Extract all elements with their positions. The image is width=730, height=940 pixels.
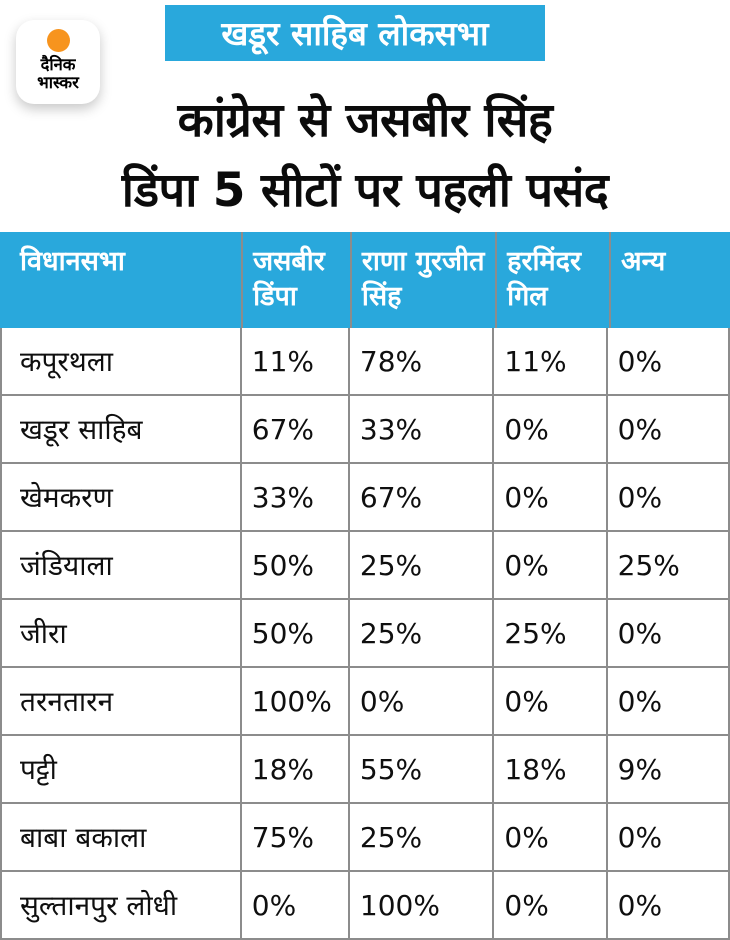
table-row: पट्टी 18% 55% 18% 9% — [2, 736, 728, 804]
value-cell: 0% — [494, 532, 608, 598]
value-cell: 50% — [242, 600, 350, 666]
row-label-cell: जीरा — [2, 600, 242, 666]
constituency-badge-label: खडूर साहिब लोकसभा — [221, 13, 489, 53]
value-cell: 11% — [494, 328, 608, 394]
row-label-cell: सुल्तानपुर लोधी — [2, 872, 242, 938]
table-row: कपूरथला 11% 78% 11% 0% — [2, 328, 728, 396]
row-label-cell: पट्टी — [2, 736, 242, 802]
headline-line1: कांग्रेस से जसबीर सिंह — [177, 93, 553, 148]
value-cell: 78% — [350, 328, 495, 394]
value-cell: 67% — [350, 464, 495, 530]
constituency-badge: खडूर साहिब लोकसभा — [165, 5, 545, 61]
value-cell: 75% — [242, 804, 350, 870]
value-cell: 0% — [242, 872, 350, 938]
value-cell: 0% — [494, 396, 608, 462]
row-label-cell: खडूर साहिब — [2, 396, 242, 462]
table-row: बाबा बकाला 75% 25% 0% 0% — [2, 804, 728, 872]
brand-name-line2: भास्कर — [37, 73, 79, 93]
row-label-cell: जंडियाला — [2, 532, 242, 598]
table-header-row: विधानसभा जसबीर डिंपा राणा गुरजीत सिंह हरमिं… — [0, 232, 730, 328]
value-cell: 11% — [242, 328, 350, 394]
page-title: कांग्रेस से जसबीर सिंह डिंपा 5 सीटों पर … — [0, 86, 730, 226]
header-cell: राणा गुरजीत सिंह — [352, 232, 498, 328]
value-cell: 25% — [350, 532, 495, 598]
value-cell: 9% — [617, 752, 663, 786]
value-cell: 25% — [350, 600, 495, 666]
value-cell: 0% — [617, 344, 663, 378]
value-cell: 100% — [350, 872, 495, 938]
value-cell: 0% — [617, 684, 663, 718]
table-body: कपूरथला 11% 78% 11% 0% खडूर साहिब 67% 33% 0% 0% खे… — [0, 328, 730, 940]
table-row: खडूर साहिब 67% 33% 0% 0% — [2, 396, 728, 464]
headline-line2: डिंपा 5 सीटों पर पहली पसंद — [121, 163, 609, 218]
table-row: सुल्तानपुर लोधी 0% 100% 0% 0% — [2, 872, 728, 940]
row-label-cell: खेमकरण — [2, 464, 242, 530]
value-cell: 0% — [617, 888, 663, 922]
poll-results-table: विधानसभा जसबीर डिंपा राणा गुरजीत सिंह हरमिं… — [0, 232, 730, 940]
value-cell: 0% — [617, 480, 663, 514]
value-cell: 55% — [350, 736, 495, 802]
row-label-cell: बाबा बकाला — [2, 804, 242, 870]
sun-icon — [46, 29, 70, 52]
dainik-bhaskar-logo: दैनिक भास्कर — [16, 20, 100, 104]
value-cell: 18% — [242, 736, 350, 802]
value-cell: 25% — [617, 548, 680, 582]
value-cell: 0% — [350, 668, 495, 734]
value-cell: 33% — [242, 464, 350, 530]
header-cell: अन्य — [620, 246, 666, 277]
value-cell: 18% — [494, 736, 608, 802]
table-row: जीरा 50% 25% 25% 0% — [2, 600, 728, 668]
value-cell: 67% — [242, 396, 350, 462]
header-cell: विधानसभा — [0, 232, 244, 328]
row-label-cell: तरनतारन — [2, 668, 242, 734]
value-cell: 33% — [350, 396, 495, 462]
value-cell: 0% — [494, 464, 608, 530]
value-cell: 0% — [494, 872, 608, 938]
value-cell: 0% — [494, 668, 608, 734]
value-cell: 0% — [494, 804, 608, 870]
header-cell: हरमिंदर गिल — [497, 232, 611, 328]
table-row: जंडियाला 50% 25% 0% 25% — [2, 532, 728, 600]
value-cell: 25% — [494, 600, 608, 666]
value-cell: 100% — [242, 668, 350, 734]
value-cell: 0% — [617, 616, 663, 650]
row-label-cell: कपूरथला — [2, 328, 242, 394]
value-cell: 0% — [617, 820, 663, 854]
value-cell: 0% — [617, 412, 663, 446]
table-row: तरनतारन 100% 0% 0% 0% — [2, 668, 728, 736]
brand-name-line1: दैनिक — [40, 55, 76, 74]
value-cell: 25% — [350, 804, 495, 870]
table-row: खेमकरण 33% 67% 0% 0% — [2, 464, 728, 532]
header-cell: जसबीर डिंपा — [243, 232, 352, 328]
value-cell: 50% — [242, 532, 350, 598]
